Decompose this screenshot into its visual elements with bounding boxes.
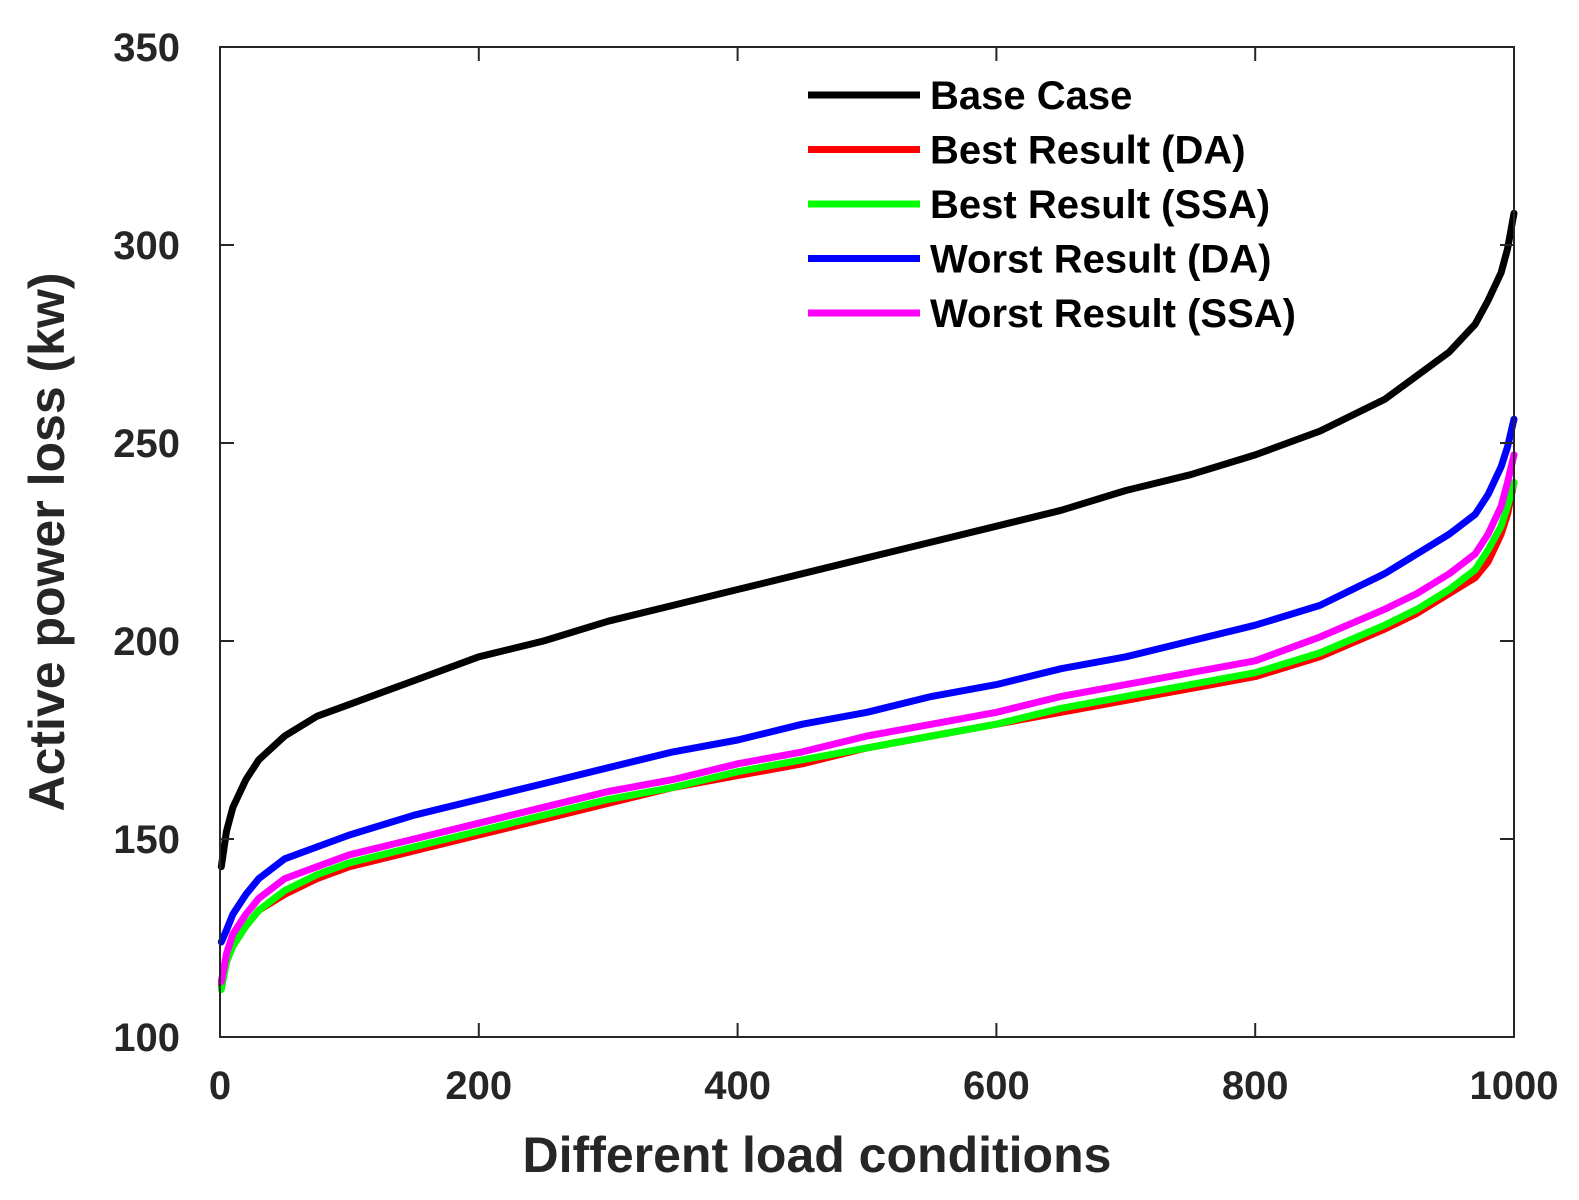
x-tick-label-2: 400 (704, 1064, 771, 1108)
plot-frame (219, 46, 1515, 1038)
axis-tick-labels: 0 200 400 600 800 1000 100 150 200 250 300 350 (113, 26, 1558, 1108)
y-tick-label-3: 250 (113, 422, 180, 466)
x-tick-label-3: 600 (963, 1064, 1030, 1108)
plot-lines (217, 209, 1518, 993)
x-axis-title: Different load conditions (523, 1127, 1112, 1183)
y-tick-label-5: 350 (113, 26, 180, 70)
axis-ticks (219, 46, 1515, 1038)
x-tick-label-5: 1000 (1470, 1064, 1559, 1108)
series-line-0 (217, 209, 1518, 871)
legend: Base Case Best Result (DA) Best Result (SS… (808, 74, 1296, 336)
y-tick-label-1: 150 (113, 818, 180, 862)
legend-label-3: Worst Result (DA) (930, 238, 1271, 282)
series-line-4 (217, 451, 1518, 986)
x-tick-label-0: 0 (209, 1064, 231, 1108)
x-tick-label-4: 800 (1222, 1064, 1289, 1108)
legend-label-1: Best Result (DA) (930, 129, 1246, 173)
legend-label-4: Worst Result (SSA) (930, 292, 1296, 336)
y-tick-label-4: 300 (113, 224, 180, 268)
x-tick-label-1: 200 (445, 1064, 512, 1108)
series-line-3 (217, 415, 1518, 946)
y-axis-title: Active power loss (kw) (19, 272, 75, 811)
series-line-2 (217, 479, 1518, 993)
legend-label-2: Best Result (SSA) (930, 183, 1270, 227)
legend-label-0: Base Case (930, 74, 1132, 118)
y-tick-label-2: 200 (113, 620, 180, 664)
y-tick-label-0: 100 (113, 1016, 180, 1060)
